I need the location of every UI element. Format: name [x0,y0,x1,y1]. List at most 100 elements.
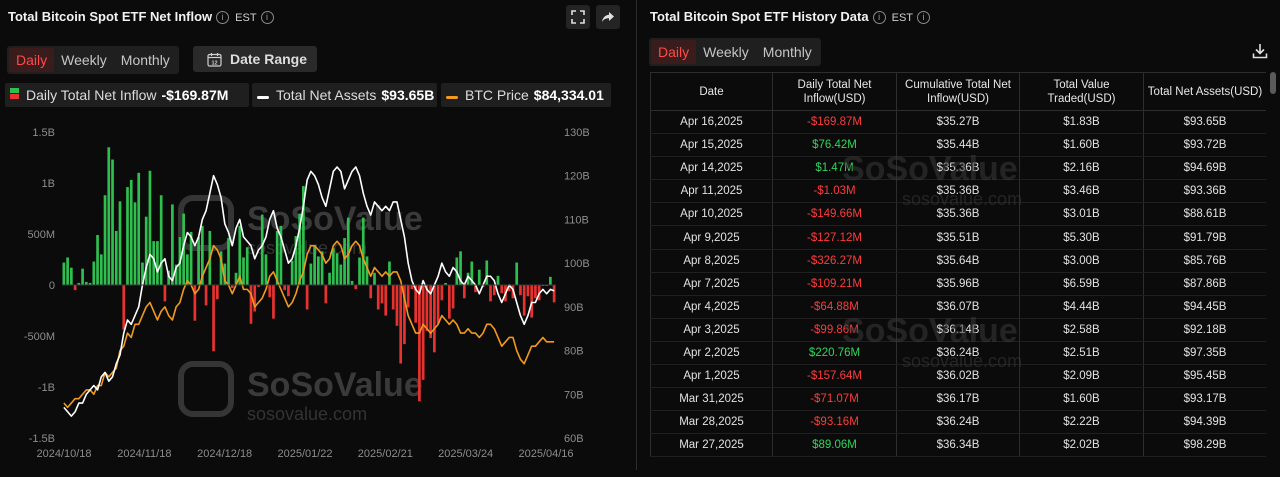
inflow-bar[interactable] [212,285,215,352]
inflow-bar[interactable] [354,285,358,290]
inflow-bar[interactable] [331,248,335,285]
col-header-cumulative-inflow[interactable]: Cumulative Total Net Inflow(USD) [896,72,1020,111]
inflow-bar[interactable] [474,285,477,293]
inflow-bar[interactable] [96,235,99,285]
inflow-bar[interactable] [298,213,301,285]
legend-total-net-assets[interactable]: Total Net Assets $93.65B [252,83,437,107]
inflow-bar[interactable] [526,285,530,297]
inflow-chart[interactable]: SoSoValuesosovalue.comSoSoValuesosovalue… [0,112,628,472]
fullscreen-button[interactable] [566,5,590,29]
table-row[interactable]: Apr 4,2025 -$64.88M $36.07B $4.44B $94.45B [650,295,1266,319]
inflow-bar[interactable] [440,285,444,301]
inflow-bar[interactable] [264,254,268,285]
inflow-bar[interactable] [384,285,388,316]
inflow-bar[interactable] [380,285,384,304]
inflow-bar[interactable] [534,285,537,299]
inflow-bar[interactable] [137,172,141,285]
inflow-bar[interactable] [302,186,305,285]
info-icon[interactable]: i [872,11,886,24]
inflow-bar[interactable] [260,214,264,285]
inflow-bar[interactable] [399,285,403,364]
inflow-bar[interactable] [141,262,144,285]
inflow-bar[interactable] [492,285,496,296]
inflow-bar[interactable] [328,272,331,285]
inflow-bar[interactable] [429,285,432,339]
inflow-bar[interactable] [279,225,283,285]
inflow-bar[interactable] [343,238,346,285]
inflow-bar[interactable] [159,195,163,285]
tab-daily[interactable]: Daily [9,48,55,72]
inflow-bar[interactable] [88,282,92,285]
inflow-bar[interactable] [107,147,111,285]
legend-daily-net-inflow[interactable]: Daily Total Net Inflow -$169.87M [5,83,249,107]
inflow-bar[interactable] [470,261,474,285]
inflow-bar[interactable] [466,272,470,285]
inflow-bar[interactable] [234,272,238,285]
inflow-bar[interactable] [305,285,309,310]
inflow-bar[interactable] [433,285,436,353]
inflow-bar[interactable] [144,216,148,285]
inflow-bar[interactable] [365,256,369,285]
inflow-bar[interactable] [238,225,242,285]
inflow-bar[interactable] [500,285,504,294]
inflow-bar[interactable] [73,285,77,291]
inflow-bar[interactable] [376,285,380,310]
info-icon[interactable]: i [216,11,230,24]
col-header-date[interactable]: Date [650,72,773,111]
inflow-bar[interactable] [462,285,466,299]
inflow-bar[interactable] [552,285,556,303]
inflow-bar[interactable] [451,285,455,309]
table-row[interactable]: Apr 1,2025 -$157.64M $36.02B $2.09B $95.45B [650,364,1266,389]
inflow-bar[interactable] [245,247,249,285]
legend-btc-price[interactable]: BTC Price $84,334.01 [441,83,611,107]
inflow-bar[interactable] [369,285,373,299]
date-range-button[interactable]: 12 Date Range [193,46,317,72]
inflow-bar[interactable] [163,285,167,302]
inflow-bar[interactable] [436,285,440,324]
inflow-bar[interactable] [167,270,170,285]
inflow-bar[interactable] [447,285,451,319]
inflow-bar[interactable] [309,263,313,285]
inflow-bar[interactable] [335,253,339,285]
inflow-bar[interactable] [395,285,399,326]
inflow-bar[interactable] [99,254,103,285]
inflow-bar[interactable] [197,237,200,285]
table-row[interactable]: Apr 11,2025 -$1.03M $35.36B $3.46B $93.36B [650,179,1266,204]
inflow-bar[interactable] [418,285,421,402]
inflow-bar[interactable] [156,241,159,285]
inflow-bar[interactable] [373,272,376,285]
inflow-bar[interactable] [339,264,343,285]
share-button[interactable] [596,5,620,29]
btc-price-line[interactable] [63,240,555,409]
inflow-bar[interactable] [114,230,118,285]
inflow-bar[interactable] [444,282,447,285]
inflow-bar[interactable] [186,254,189,285]
inflow-bar[interactable] [103,195,107,285]
inflow-bar[interactable] [421,285,425,380]
table-scrollbar[interactable] [1270,72,1278,470]
inflow-bar[interactable] [66,257,69,285]
table-row[interactable]: Mar 28,2025 -$93.16M $36.24B $2.22B $94.39B [650,410,1266,435]
table-row[interactable]: Mar 27,2025 $89.06M $36.34B $2.02B $98.29B [650,433,1266,458]
inflow-bar[interactable] [410,285,414,290]
inflow-bar[interactable] [70,267,73,285]
inflow-bar[interactable] [200,225,204,285]
inflow-bar[interactable] [152,241,156,285]
inflow-bar[interactable] [126,187,129,285]
tab-weekly[interactable]: Weekly [61,52,107,68]
inflow-bar[interactable] [111,159,114,285]
inflow-bar[interactable] [253,285,257,312]
inflow-bar[interactable] [230,285,234,289]
inflow-bar[interactable] [406,285,410,308]
inflow-bar[interactable] [519,285,522,296]
col-header-net-assets[interactable]: Total Net Assets(USD) [1143,72,1266,111]
table-row[interactable]: Apr 8,2025 -$326.27M $35.64B $3.00B $85.76B [650,249,1266,273]
inflow-bar[interactable] [215,285,219,300]
tab-monthly[interactable]: Monthly [762,44,812,60]
inflow-bar[interactable] [290,260,294,285]
inflow-bar[interactable] [294,236,298,285]
inflow-bar[interactable] [496,275,500,285]
table-row[interactable]: Apr 15,2025 $76.42M $35.44B $1.60B $93.72B [650,133,1266,158]
table-row[interactable]: Mar 31,2025 -$71.07M $36.17B $1.60B $93.17B [650,387,1266,412]
inflow-bar[interactable] [346,217,350,285]
